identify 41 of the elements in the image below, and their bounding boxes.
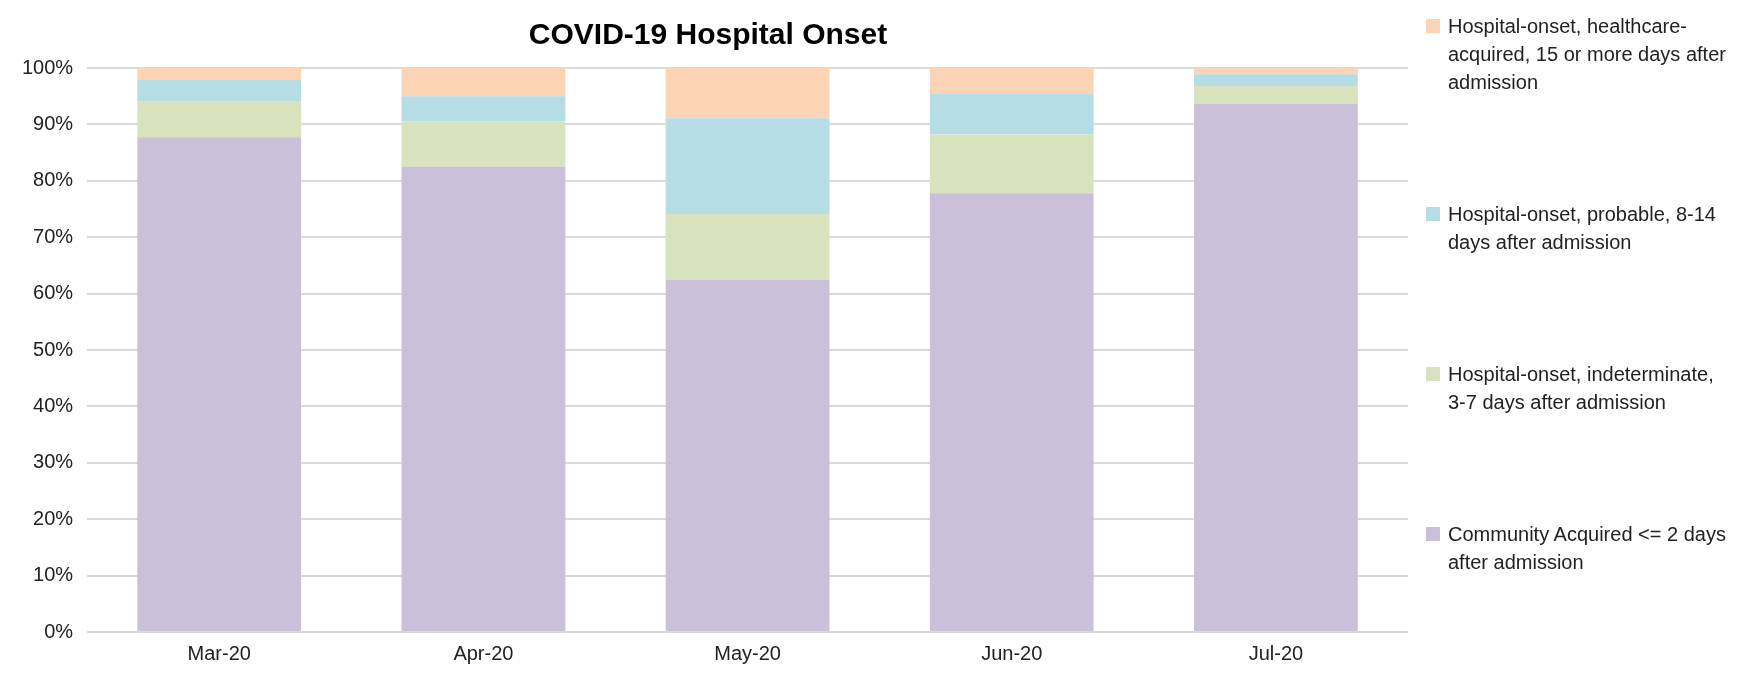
bar (1194, 68, 1358, 75)
x-tick-label: Apr-20 (453, 641, 514, 664)
y-tick-label: 90% (33, 111, 74, 134)
bar (665, 118, 830, 215)
bar (137, 101, 302, 138)
bar (1194, 103, 1358, 631)
bar (137, 68, 302, 80)
bar (929, 193, 1094, 631)
y-tick-label: 30% (33, 450, 74, 473)
bar (665, 68, 830, 119)
chart-title: COVID-19 Hospital Onset (528, 17, 888, 51)
y-tick-label: 0% (44, 619, 74, 642)
bar (929, 93, 1094, 135)
bar (929, 68, 1094, 94)
x-tick-label: May-20 (714, 641, 781, 664)
bar (137, 79, 302, 102)
x-tick-label: Jul-20 (1248, 641, 1304, 664)
y-tick-label: 80% (33, 168, 74, 191)
bar (1194, 86, 1358, 104)
bar (137, 137, 302, 631)
x-tick-label: Jun-20 (981, 641, 1043, 664)
x-tick-label: Mar-20 (187, 641, 251, 664)
bar (401, 96, 566, 122)
legend-label: Hospital-onset, indeterminate, 3-7 days after admission (1448, 362, 1715, 415)
bar (665, 279, 830, 631)
legend-label: Hospital-onset, probable, 8-14 days after admission (1448, 202, 1717, 255)
bar (401, 68, 566, 97)
legend-label: Hospital-onset, healthcare-acquired, 15 or more days after admission (1448, 14, 1726, 95)
y-tick-label: 100% (22, 55, 74, 78)
bar (401, 121, 566, 167)
bar (929, 134, 1094, 194)
y-tick-label: 40% (33, 393, 74, 416)
y-tick-label: 60% (33, 281, 74, 304)
y-tick-label: 10% (33, 563, 74, 586)
bar (1194, 74, 1358, 87)
bar (401, 166, 566, 631)
y-tick-label: 70% (33, 224, 74, 247)
y-tick-label: 20% (33, 506, 74, 529)
legend-label: Community Acquired <= 2 days after admission (1448, 522, 1726, 575)
y-tick-label: 50% (33, 337, 74, 360)
bar (665, 214, 830, 280)
